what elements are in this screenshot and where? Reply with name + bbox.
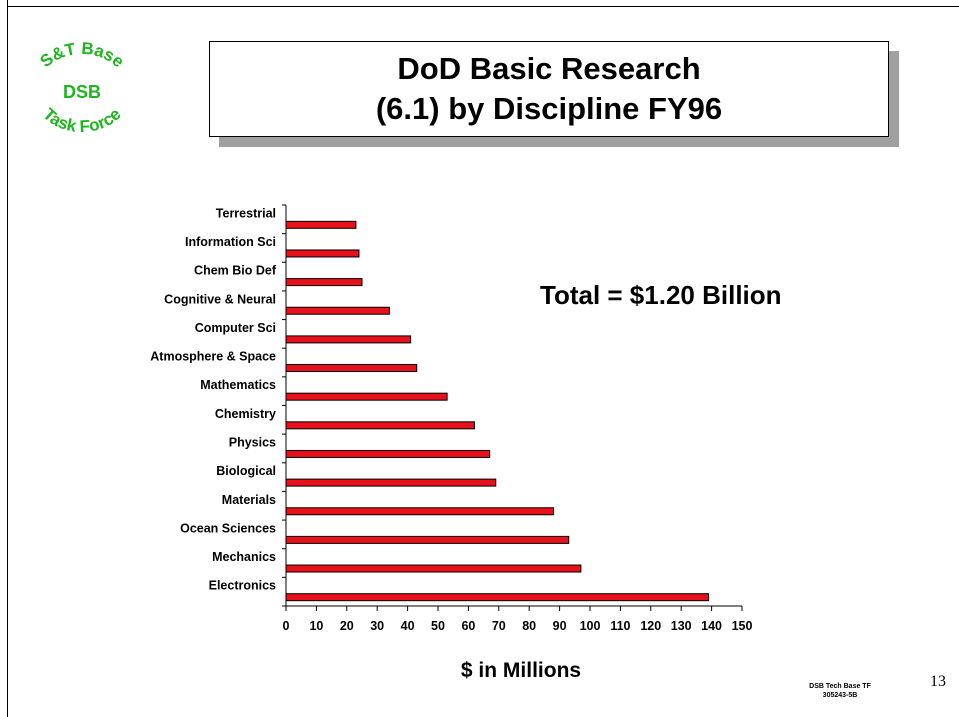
- page-number: 13: [930, 673, 946, 690]
- title-line-1: DoD Basic Research: [397, 51, 701, 86]
- bar-ocean-sciences: [285, 535, 570, 544]
- category-label: Biological: [216, 464, 276, 478]
- title-line-2: (6.1) by Discipline FY96: [375, 91, 723, 126]
- bar-materials: [285, 507, 555, 516]
- x-tick-label: 110: [610, 619, 630, 633]
- category-label: Physics: [229, 435, 276, 449]
- category-label: Terrestrial: [216, 206, 276, 220]
- category-label: Mathematics: [200, 378, 276, 392]
- x-tick-label: 70: [492, 619, 506, 633]
- footer-note: DSB Tech Base TF 305243-5B: [790, 682, 890, 700]
- bar-mechanics: [285, 564, 582, 573]
- x-tick-label: 20: [340, 619, 354, 633]
- x-tick-label: 10: [309, 619, 323, 633]
- x-tick-label: 30: [370, 619, 384, 633]
- x-tick-label: 150: [732, 619, 753, 633]
- slide-border-top: [7, 6, 959, 7]
- footer-line-1: DSB Tech Base TF: [809, 683, 871, 690]
- category-label: Ocean Sciences: [180, 521, 276, 535]
- x-tick-label: 90: [553, 619, 567, 633]
- category-label: Computer Sci: [195, 321, 276, 335]
- category-label: Mechanics: [212, 550, 276, 564]
- bar-cognitive-neural: [285, 306, 390, 315]
- footer-line-2: 305243-5B: [822, 692, 858, 699]
- x-axis-title: $ in Millions: [461, 659, 581, 682]
- category-label: Chemistry: [215, 407, 276, 421]
- x-tick-label: 80: [522, 619, 536, 633]
- bar-chem-bio-def: [285, 278, 363, 287]
- x-tick-label: 50: [431, 619, 445, 633]
- category-label: Materials: [222, 493, 276, 507]
- x-tick-label: 120: [640, 619, 661, 633]
- logo-middle-text: DSB: [63, 82, 101, 102]
- bar-chemistry: [285, 421, 475, 430]
- bar-terrestrial: [285, 220, 357, 229]
- bar-mathematics: [285, 392, 448, 401]
- bar-atmosphere-space: [285, 364, 418, 373]
- x-tick-label: 140: [701, 619, 722, 633]
- category-label: Chem Bio Def: [194, 264, 277, 278]
- title-box: DoD Basic Research (6.1) by Discipline F…: [209, 41, 889, 137]
- x-tick-label: 100: [580, 619, 601, 633]
- bar-electronics: [285, 593, 710, 602]
- dsb-task-force-logo: S&T Base DSB Task Force: [36, 40, 127, 136]
- total-label: Total = $1.20 Billion: [540, 280, 782, 310]
- category-label: Cognitive & Neural: [164, 292, 276, 306]
- category-label: Information Sci: [185, 235, 276, 249]
- bar-biological: [285, 478, 497, 487]
- bar-physics: [285, 449, 491, 458]
- category-label: Electronics: [209, 579, 276, 593]
- x-tick-label: 40: [401, 619, 415, 633]
- x-tick-label: 60: [461, 619, 475, 633]
- category-label: Atmosphere & Space: [150, 350, 276, 364]
- bar-computer-sci: [285, 335, 412, 344]
- slide-border-left: [7, 0, 8, 717]
- x-tick-label: 130: [671, 619, 692, 633]
- x-tick-label: 0: [283, 619, 290, 633]
- bar-information-sci: [285, 249, 360, 258]
